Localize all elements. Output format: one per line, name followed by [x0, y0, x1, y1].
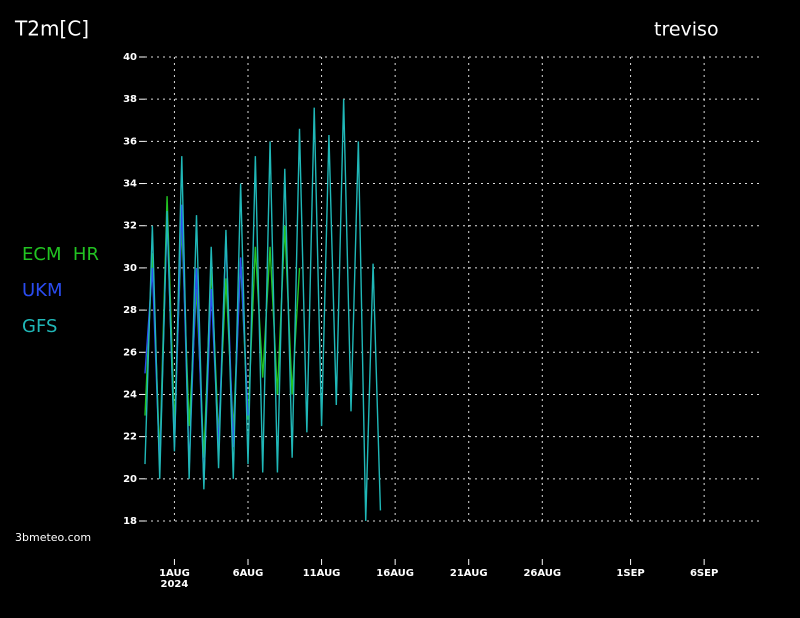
x-tick-label: 1SEP [616, 568, 644, 579]
y-tick-label: 34 [123, 179, 137, 190]
chart-title: T2m[C] [14, 17, 89, 41]
y-tick-label: 40 [123, 52, 137, 63]
y-tick-label: 20 [123, 474, 137, 485]
y-tick-label: 18 [123, 516, 137, 527]
x-tick-label: 16AUG [376, 568, 414, 579]
series-line [144, 99, 382, 522]
year-label: 2024 [161, 579, 189, 590]
legend-label: ECM HR [22, 244, 99, 265]
legend-label: GFS [22, 316, 57, 337]
x-tick-label: 1AUG [159, 568, 190, 579]
x-tick-label: 6SEP [690, 568, 718, 579]
y-tick-label: 30 [123, 263, 137, 274]
x-tick-label: 21AUG [450, 568, 488, 579]
y-tick-label: 28 [123, 305, 137, 316]
y-tick-label: 24 [123, 389, 137, 400]
y-tick-label: 38 [123, 94, 137, 105]
y-tick-label: 26 [123, 347, 137, 358]
y-tick-label: 36 [123, 136, 137, 147]
x-tick-label: 26AUG [523, 568, 561, 579]
legend-label: UKM [22, 280, 63, 301]
y-tick-label: 32 [123, 221, 137, 232]
x-tick-label: 6AUG [233, 568, 264, 579]
x-tick-label: 11AUG [303, 568, 341, 579]
location: treviso [654, 19, 719, 41]
source: 3bmeteo.com [15, 531, 91, 544]
y-tick-label: 22 [123, 432, 137, 443]
